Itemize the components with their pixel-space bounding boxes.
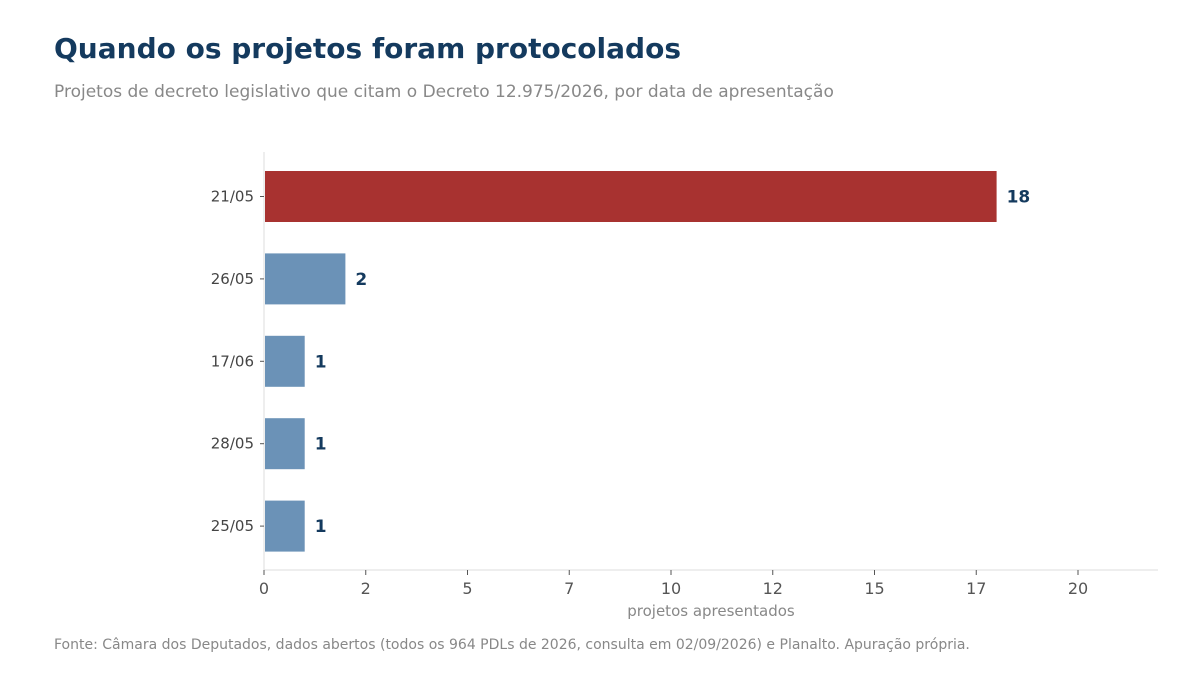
- y-tick-label: 17/06: [211, 352, 254, 370]
- bar-28-05: [265, 418, 305, 470]
- x-tick-label: 17: [966, 579, 986, 598]
- y-tick-label: 28/05: [211, 435, 254, 453]
- x-tick-label: 2: [361, 579, 371, 598]
- chart-subtitle: Projetos de decreto legislativo que cita…: [54, 82, 834, 102]
- x-tick-label: 7: [564, 579, 574, 598]
- x-axis-title: projetos apresentados: [627, 602, 795, 620]
- x-tick-label: 0: [259, 579, 269, 598]
- y-tick-label: 25/05: [211, 517, 254, 535]
- x-tick-label: 5: [462, 579, 472, 598]
- bar-26-05: [265, 253, 346, 305]
- bar-21-05: [265, 171, 997, 222]
- x-tick-label: 10: [661, 579, 681, 598]
- bar-value-label: 1: [315, 435, 327, 455]
- x-tick-label: 12: [763, 579, 783, 598]
- bar-17-06: [265, 335, 305, 387]
- x-tick-label: 15: [864, 579, 884, 598]
- bar-value-label: 18: [1007, 188, 1031, 208]
- bar-value-label: 1: [315, 517, 327, 537]
- bars-group: 21/05 18 26/05 2 17/06 1 28/05 1 25/05 1: [211, 171, 1031, 552]
- y-tick-label: 26/05: [211, 270, 254, 288]
- chart-title: Quando os projetos foram protocolados: [54, 32, 681, 65]
- x-ticks-group: 0 2 5 7 10 12 15 17 20: [259, 570, 1088, 598]
- source-footnote: Fonte: Câmara dos Deputados, dados abert…: [54, 637, 970, 653]
- bar-25-05: [265, 500, 305, 552]
- bar-value-label: 2: [355, 270, 367, 290]
- x-tick-label: 20: [1068, 579, 1088, 598]
- y-tick-label: 21/05: [211, 188, 254, 206]
- bar-value-label: 1: [315, 352, 327, 372]
